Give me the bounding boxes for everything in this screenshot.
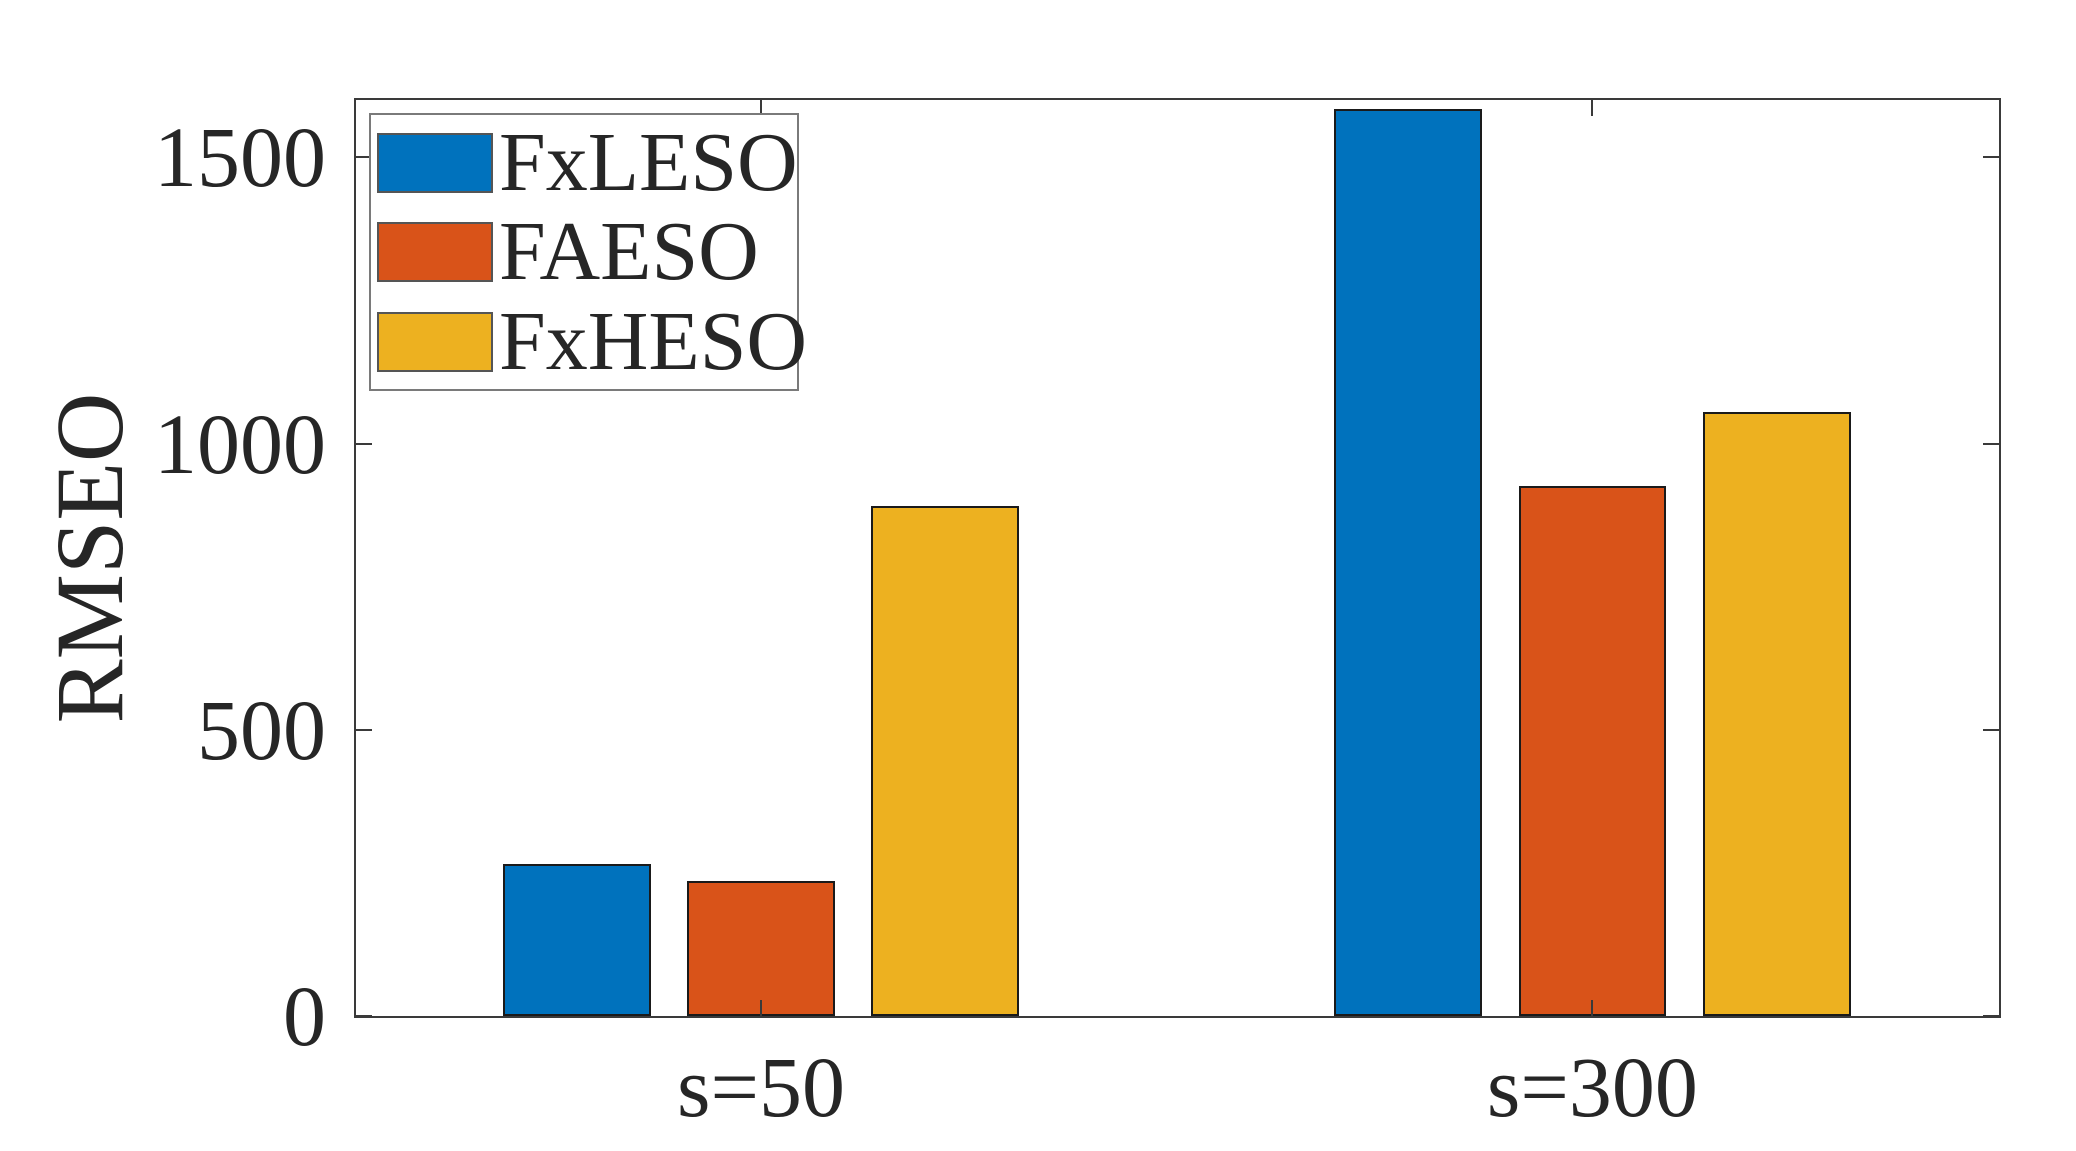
legend-label-fxleso: FxLESO: [499, 115, 798, 209]
y-tick-label: 0: [283, 968, 326, 1064]
x-tick-mark-bottom: [1591, 1000, 1594, 1016]
x-tick-mark-top: [759, 100, 762, 116]
legend-swatch-fxleso: [377, 132, 493, 193]
y-tick-label: 500: [197, 681, 326, 778]
bar-faeso-s300: [1518, 486, 1667, 1016]
y-tick-mark-left: [356, 156, 372, 159]
plot-area: FxLESO FAESO FxHESO: [354, 98, 2001, 1018]
bar-fxleso-s300: [1334, 108, 1482, 1016]
bar-faeso-s50: [687, 881, 835, 1016]
y-tick-label: 1000: [154, 395, 326, 492]
legend-swatch-faeso: [377, 222, 493, 282]
y-tick-mark-right: [1983, 442, 1999, 445]
x-tick-mark-bottom: [759, 1000, 762, 1016]
x-tick-label-s50: s=50: [677, 1039, 845, 1135]
y-tick-mark-right: [1983, 1015, 1999, 1017]
legend-swatch-fxheso: [377, 311, 493, 372]
legend-item-faeso: FAESO: [377, 210, 797, 294]
x-tick-mark-top: [1591, 100, 1594, 116]
y-tick-mark-left: [356, 1015, 372, 1017]
bar-fxleso-s50: [502, 864, 651, 1016]
legend-label-faeso: FAESO: [499, 205, 759, 298]
y-tick-mark-right: [1983, 156, 1999, 159]
x-tick-label-s300: s=300: [1486, 1039, 1698, 1135]
legend-label-fxheso: FxHESO: [499, 294, 808, 388]
legend-item-fxleso: FxLESO: [377, 115, 798, 209]
legend-item-fxheso: FxHESO: [377, 299, 807, 384]
y-tick-mark-left: [356, 728, 372, 731]
legend: FxLESO FAESO FxHESO: [369, 113, 807, 391]
y-tick-mark-left: [356, 442, 372, 445]
bar-fxheso-s50: [871, 506, 1020, 1016]
y-tick-label: 1500: [154, 109, 326, 206]
y-tick-mark-right: [1983, 728, 1999, 731]
bar-fxheso-s300: [1702, 412, 1851, 1016]
